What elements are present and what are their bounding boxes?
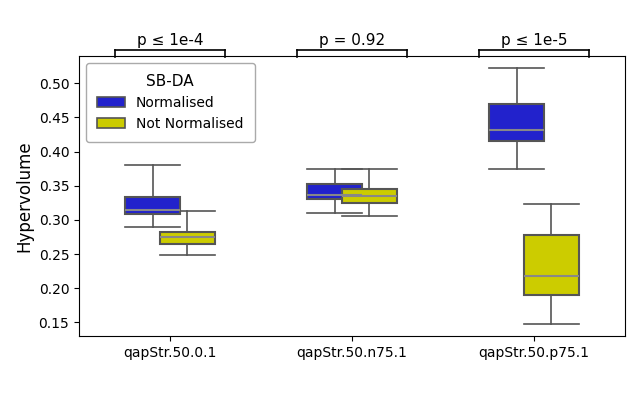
Text: p ≤ 1e-4: p ≤ 1e-4 xyxy=(137,32,204,48)
Y-axis label: Hypervolume: Hypervolume xyxy=(15,140,33,252)
Bar xyxy=(490,104,544,141)
Legend: Normalised, Not Normalised: Normalised, Not Normalised xyxy=(86,63,255,142)
Text: p = 0.92: p = 0.92 xyxy=(319,32,385,48)
Bar xyxy=(342,189,397,203)
Bar xyxy=(160,232,214,244)
Bar xyxy=(524,235,579,295)
Text: p ≤ 1e-5: p ≤ 1e-5 xyxy=(500,32,567,48)
Bar xyxy=(307,184,362,200)
Bar xyxy=(125,197,180,214)
